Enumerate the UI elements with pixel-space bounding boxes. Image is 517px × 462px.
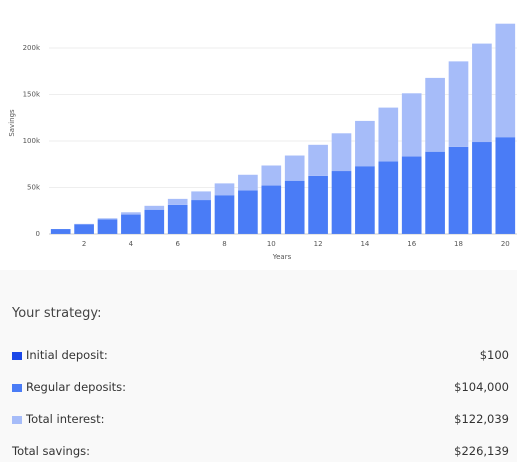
bar-segment xyxy=(261,185,282,234)
bar-segment xyxy=(261,165,282,186)
strategy-row: Total interest: $122,039 xyxy=(12,412,509,426)
bar-segment xyxy=(308,144,328,176)
x-tick-label: 2 xyxy=(82,240,86,248)
row-label: Initial deposit: xyxy=(26,348,108,362)
chart: Savings Years 0 50k 100k 150k 200k 2 4 6 8 10 12 14… xyxy=(8,23,517,261)
y-tick-label: 150k xyxy=(23,91,41,99)
x-tick-label: 8 xyxy=(222,240,226,248)
x-tick-label: 14 xyxy=(360,240,369,248)
bar-segment xyxy=(238,190,258,234)
strategy-row: Initial deposit: $100 xyxy=(12,348,509,362)
x-tick-label: 16 xyxy=(407,240,416,248)
strategy-row: Total savings: $226,139 xyxy=(12,444,509,458)
bar-segment xyxy=(238,174,258,191)
row-label: Total interest: xyxy=(26,412,105,426)
strategy-row: Regular deposits: $104,000 xyxy=(12,380,509,394)
row-value: $104,000 xyxy=(454,380,509,394)
row-label-wrap: Initial deposit: xyxy=(12,348,108,362)
legend-swatch xyxy=(12,383,22,392)
bar-segment xyxy=(331,133,352,172)
bar-segment xyxy=(74,224,94,234)
bar-segment xyxy=(121,212,141,215)
x-tick-label: 4 xyxy=(129,240,134,248)
y-axis-label: Savings xyxy=(8,109,16,137)
bar-segment xyxy=(167,198,188,205)
bar-segment xyxy=(495,23,516,138)
bar-segment xyxy=(378,107,399,162)
bar-segment xyxy=(495,137,516,234)
x-axis-label: Years xyxy=(272,253,292,261)
legend-swatch xyxy=(12,351,22,360)
row-label: Regular deposits: xyxy=(26,380,127,394)
y-tick-label: 0 xyxy=(36,230,40,238)
bar-segment xyxy=(401,156,422,234)
bar-segment xyxy=(50,229,71,234)
bar-segment xyxy=(97,218,118,220)
bar-segment xyxy=(191,200,211,234)
row-label-wrap: Regular deposits: xyxy=(12,380,126,394)
bar-segment xyxy=(167,204,188,234)
bar-segment xyxy=(425,151,445,234)
row-value: $226,139 xyxy=(454,444,509,458)
bar-segment xyxy=(214,183,235,196)
bar-segment xyxy=(121,214,141,234)
bar-segment xyxy=(355,120,375,167)
x-tick-label: 6 xyxy=(175,240,180,248)
bar-segment xyxy=(144,205,165,210)
bar-segment xyxy=(472,43,492,143)
bar-segment xyxy=(472,142,492,234)
bar-segment xyxy=(448,61,469,147)
bar-segment xyxy=(144,209,165,234)
bar-segment xyxy=(448,146,469,234)
row-label-wrap: Total savings: xyxy=(12,444,90,458)
bar-segment xyxy=(284,155,305,181)
strategy-panel: Your strategy: Initial deposit: $100 Regul… xyxy=(0,270,517,462)
bar-segment xyxy=(308,175,328,234)
bar-segment xyxy=(214,195,235,234)
bar-segment xyxy=(425,77,445,152)
bar-segment xyxy=(331,171,352,234)
x-tick-label: 20 xyxy=(501,240,510,248)
x-tick-label: 12 xyxy=(314,240,323,248)
bar-segment xyxy=(97,219,118,234)
y-tick-label: 50k xyxy=(27,184,41,192)
legend-swatch xyxy=(12,415,22,424)
row-label-wrap: Total interest: xyxy=(12,412,105,426)
row-value: $100 xyxy=(479,348,509,362)
row-label: Total savings: xyxy=(12,444,91,458)
x-tick-label: 18 xyxy=(454,240,463,248)
y-tick-label: 200k xyxy=(23,44,41,52)
y-tick-label: 100k xyxy=(23,137,41,145)
bar-segment xyxy=(378,161,399,234)
bar-segment xyxy=(355,166,375,234)
row-value: $122,039 xyxy=(454,412,509,426)
strategy-title: Your strategy: xyxy=(12,306,102,321)
bar-segment xyxy=(401,93,422,157)
x-tick-label: 10 xyxy=(267,240,276,248)
bar-segment xyxy=(284,180,305,234)
bar-segment xyxy=(191,191,211,201)
